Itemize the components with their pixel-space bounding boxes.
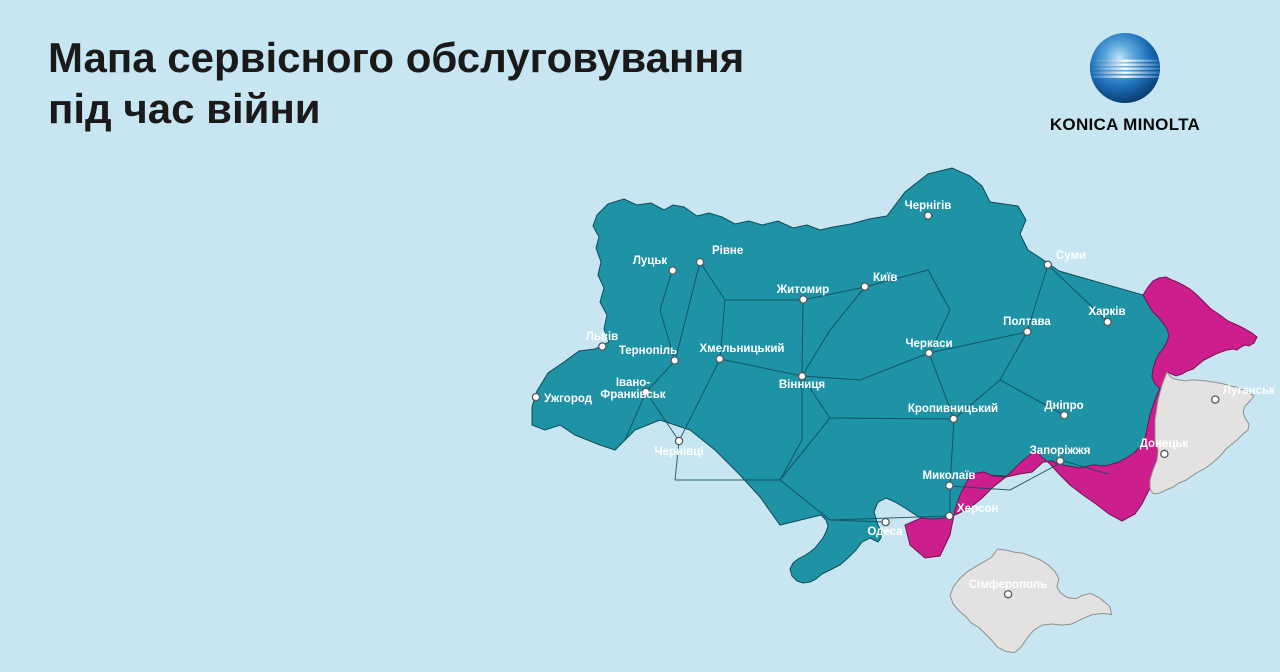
svg-text:Ужгород: Ужгород bbox=[544, 393, 593, 405]
svg-text:Франківськ: Франківськ bbox=[600, 389, 665, 401]
svg-text:Житомир: Житомир bbox=[776, 284, 829, 296]
svg-text:Сімферополь: Сімферополь bbox=[969, 579, 1047, 591]
svg-text:Полтава: Полтава bbox=[1003, 316, 1051, 328]
svg-text:Рівне: Рівне bbox=[712, 245, 743, 257]
svg-text:Чернігів: Чернігів bbox=[905, 200, 952, 212]
svg-text:Чернівці: Чернівці bbox=[655, 446, 704, 458]
svg-text:Луцьк: Луцьк bbox=[633, 255, 668, 267]
svg-text:Хмельницький: Хмельницький bbox=[700, 343, 785, 355]
svg-text:Одеса: Одеса bbox=[867, 526, 903, 538]
svg-text:Дніпро: Дніпро bbox=[1044, 400, 1083, 412]
svg-text:Херсон: Херсон bbox=[957, 503, 999, 515]
svg-text:Запоріжжя: Запоріжжя bbox=[1030, 445, 1091, 457]
svg-text:Київ: Київ bbox=[873, 272, 897, 284]
svg-text:Черкаси: Черкаси bbox=[905, 338, 952, 350]
svg-text:Луганськ: Луганськ bbox=[1223, 385, 1275, 397]
svg-text:Миколаїв: Миколаїв bbox=[923, 470, 976, 482]
svg-text:Суми: Суми bbox=[1056, 250, 1086, 262]
svg-text:Тернопіль: Тернопіль bbox=[619, 345, 677, 357]
svg-text:Харків: Харків bbox=[1088, 306, 1125, 318]
svg-text:Кропивницький: Кропивницький bbox=[908, 403, 998, 415]
svg-text:Івано-: Івано- bbox=[616, 377, 650, 389]
svg-text:Донецьк: Донецьк bbox=[1140, 438, 1189, 450]
svg-text:Львів: Львів bbox=[586, 331, 618, 343]
svg-text:Вінниця: Вінниця bbox=[779, 379, 825, 391]
